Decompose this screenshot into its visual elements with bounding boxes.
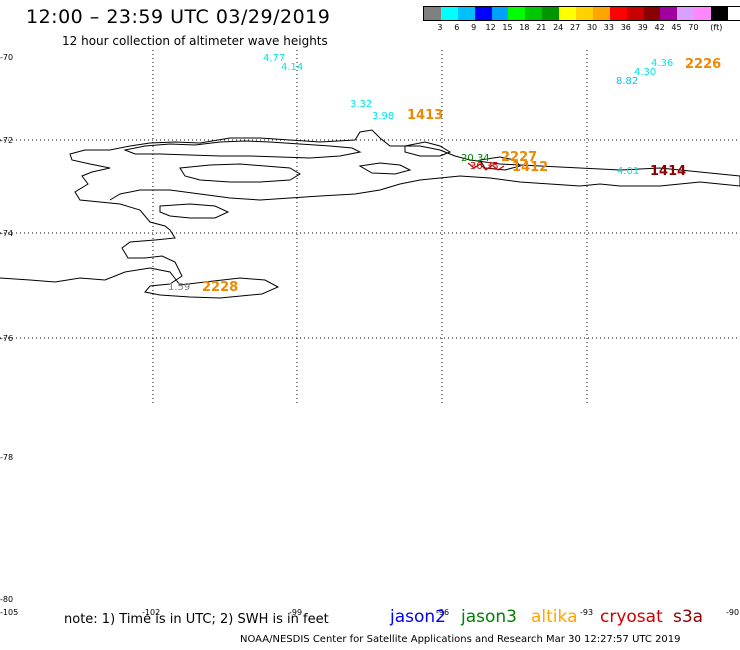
satellite-name: cryosat (600, 607, 663, 627)
legend-swatch (525, 7, 543, 20)
legend-swatch (626, 7, 644, 20)
legend-swatch (474, 7, 492, 20)
wave-height-value: 30.35 (470, 161, 499, 172)
longitude-label: -99 (289, 608, 302, 617)
latitude-label: -74 (0, 229, 13, 238)
coastline (0, 129, 740, 299)
longitude-label: -93 (580, 608, 593, 617)
legend-swatch (711, 7, 729, 20)
coastline-island-6 (358, 162, 412, 175)
satellite-name: jason2 (390, 607, 446, 627)
legend-swatch (508, 7, 526, 20)
satellite-track-marks (467, 162, 505, 171)
wave-height-value: 3.32 (350, 99, 372, 110)
longitude-label: -96 (436, 608, 449, 617)
coastline-island-2 (179, 163, 301, 183)
track-mark (467, 162, 505, 171)
color-legend: 3 6 9 12 15 18 21 24 27 30 33 36 39 42 45 70 (ft) (423, 6, 740, 35)
legend-swatch (440, 7, 458, 20)
wave-height-value: 4.36 (651, 58, 673, 69)
footer-note: note: 1) Time is in UTC; 2) SWH is in fe… (64, 612, 329, 627)
legend-label: 42 (654, 23, 665, 32)
pass-id: 1412 (512, 160, 548, 175)
legend-swatch (694, 7, 712, 20)
legend-swatch (592, 7, 610, 20)
legend-label: 33 (603, 23, 614, 32)
legend-label: (ft) (710, 23, 723, 32)
satellite-name: jason3 (461, 607, 517, 627)
legend-label: 21 (536, 23, 547, 32)
wave-height-value: 1.59 (168, 282, 190, 293)
legend-label: 45 (671, 23, 682, 32)
legend-label: 39 (637, 23, 648, 32)
pass-id: 2226 (685, 57, 721, 72)
legend-label: 3 (437, 23, 443, 32)
wave-height-value: 4.14 (281, 62, 303, 73)
legend-swatch (677, 7, 695, 20)
latitude-label: -76 (0, 334, 13, 343)
wave-height-value: 4.30 (634, 67, 656, 78)
coastline-island-5 (479, 156, 521, 171)
legend-label: 36 (620, 23, 631, 32)
legend-swatch (542, 7, 560, 20)
longitude-label: -105 (0, 608, 18, 617)
legend-swatch (559, 7, 577, 20)
coastline-main (0, 129, 740, 299)
wave-height-value: 8.82 (616, 76, 638, 87)
legend-swatch (424, 7, 441, 20)
legend-label: 12 (485, 23, 496, 32)
coastline-island-1 (123, 140, 362, 159)
legend-swatch (491, 7, 509, 20)
coastline-island-3 (404, 141, 452, 157)
map-subtitle: 12 hour collection of altimeter wave hei… (62, 34, 328, 48)
satellite-name: altika (531, 607, 578, 627)
legend-label: 15 (502, 23, 513, 32)
wave-height-value: 4.77 (263, 53, 285, 64)
wave-height-value: 4.01 (617, 166, 639, 177)
coastline-island-4 (159, 203, 230, 219)
satellite-name: s3a (673, 607, 704, 627)
credit-line: NOAA/NESDIS Center for Satellite Applica… (240, 634, 681, 645)
wave-height-value: 20.34 (461, 153, 490, 164)
legend-swatch (609, 7, 627, 20)
legend-label: 27 (570, 23, 581, 32)
legend-swatch (643, 7, 661, 20)
legend-label: 9 (471, 23, 477, 32)
legend-label: 6 (454, 23, 460, 32)
longitude-label: -90 (726, 608, 739, 617)
pass-id: 1413 (407, 108, 443, 123)
latitude-label: -70 (0, 53, 13, 62)
legend-label: 18 (519, 23, 530, 32)
wave-height-value: 3.98 (372, 111, 394, 122)
pass-id: 1414 (650, 164, 686, 179)
legend-swatch (576, 7, 593, 20)
pass-id: 2228 (202, 280, 238, 295)
legend-color-bar (423, 6, 740, 21)
legend-label: 30 (586, 23, 598, 32)
graticule: -70 -72 -74 -76 -78 -80 -105 -102 -99 -96 -93 -90 (0, 50, 740, 617)
legend-label: 70 (688, 23, 699, 32)
legend-label: 24 (553, 23, 564, 32)
latitude-label: -80 (0, 595, 13, 604)
latitude-label: -72 (0, 136, 13, 145)
latitude-label: -78 (0, 453, 13, 462)
legend-swatch (457, 7, 475, 20)
longitude-label: -102 (142, 608, 160, 617)
legend-swatch (660, 7, 678, 20)
legend-labels: 3 6 9 12 15 18 21 24 27 30 33 36 39 42 45 70 (ft) (423, 23, 740, 35)
pass-id: 2227 (501, 150, 537, 165)
map-title: 12:00 – 23:59 UTC 03/29/2019 (26, 6, 331, 28)
